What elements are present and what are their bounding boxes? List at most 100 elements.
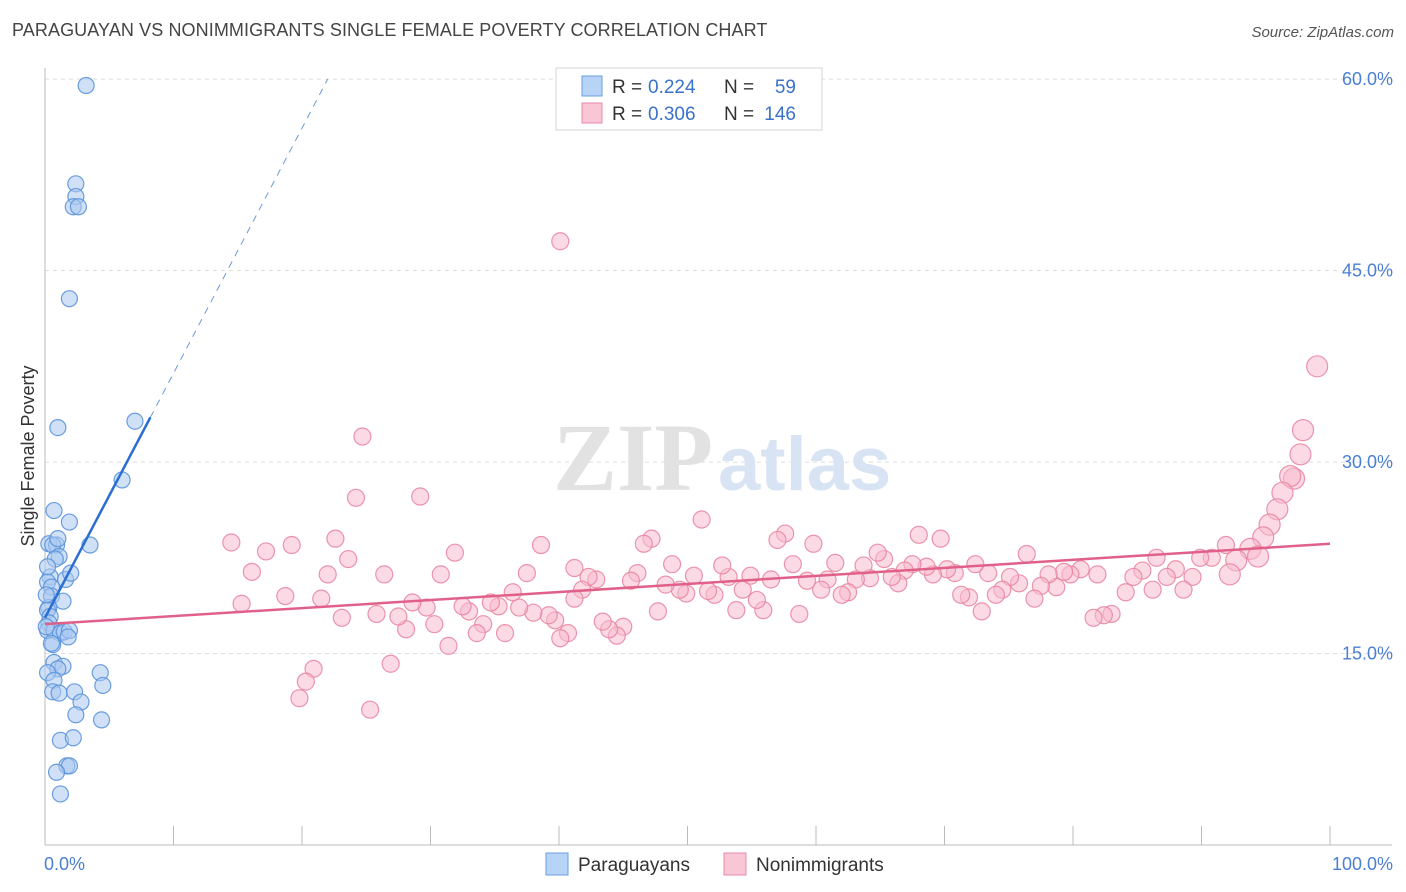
nonimmigrants-point [539, 606, 558, 625]
x-tick-labels: 0.0% 100.0% [44, 854, 1393, 874]
nonimmigrants-point [692, 510, 711, 529]
paraguayans-point [38, 558, 57, 576]
watermark-zip: ZIP [553, 404, 713, 511]
nonimmigrants-point [361, 700, 380, 719]
nonimmigrants-trend-line [44, 542, 1331, 626]
nonimmigrants-point [1291, 419, 1315, 442]
nonimmigrants-point [510, 598, 529, 617]
series-legend: Paraguayans Nonimmigrants [545, 852, 884, 876]
chart-title: PARAGUAYAN VS NONIMMIGRANTS SINGLE FEMAL… [12, 20, 768, 40]
nonimmigrants-point [1191, 548, 1210, 567]
paraguayans-point [47, 763, 66, 781]
nonimmigrants-point [367, 604, 386, 624]
paraguayans-point [64, 729, 82, 747]
nonimmigrants-point [733, 580, 752, 599]
nonimmigrants-point [972, 602, 991, 621]
nonimmigrants-point [1306, 355, 1329, 378]
watermark: ZIP atlas [553, 404, 891, 511]
nonimmigrants-point [256, 542, 276, 561]
nonimmigrants-point [1054, 562, 1074, 581]
paraguayans-point [67, 706, 85, 724]
nonimmigrants-point [381, 654, 400, 673]
nonimmigrants-point [389, 607, 408, 626]
watermark-atlas: atlas [718, 422, 891, 507]
nonimmigrants-point [425, 615, 444, 634]
paraguayans-point [51, 785, 70, 803]
nonimmigrants-point [727, 601, 746, 620]
nonimmigrants-point [318, 565, 337, 584]
nonimmigrants-point [339, 549, 358, 569]
legend-n-label-paraguayans: N = [724, 77, 754, 98]
nonimmigrants-point [986, 585, 1006, 604]
x-tick-label: 0.0% [44, 854, 85, 874]
nonimmigrants-point [1084, 608, 1103, 627]
nonimmigrants-point [326, 529, 345, 548]
nonimmigrants-point [312, 589, 331, 608]
nonimmigrants-point [698, 581, 718, 601]
nonimmigrants-point [551, 629, 570, 648]
nonimmigrants-point [1246, 545, 1270, 568]
nonimmigrants-point [1025, 589, 1044, 608]
paraguayans-point [126, 412, 144, 430]
source-label: Source: ZipAtlas.com [1251, 24, 1394, 41]
nonimmigrants-point [242, 562, 261, 581]
nonimmigrants-point [966, 555, 985, 574]
nonimmigrants-point [332, 608, 351, 627]
axes [44, 68, 1392, 846]
y-tick-label: 30.0% [1342, 452, 1393, 472]
nonimmigrants-point [1143, 580, 1162, 599]
nonimmigrants-point [222, 533, 241, 552]
legend-n-label-nonimmigrants: N = [724, 104, 754, 125]
paraguayans-point [45, 501, 63, 520]
nonimmigrants-point [747, 590, 766, 610]
nonimmigrants-point [353, 427, 372, 446]
nonimmigrants-point [684, 566, 704, 585]
legend-r-label-nonimmigrants: R = [612, 104, 642, 125]
nonimmigrants-point [439, 636, 458, 655]
paraguayans-point [37, 586, 55, 604]
trend-lines [43, 78, 1331, 626]
stats-legend: R = 0.224 N = 59 R = 0.306 N = 146 [555, 67, 823, 131]
nonimmigrants-point [868, 543, 887, 562]
nonimmigrants-point [952, 585, 971, 604]
gridlines [45, 78, 1392, 655]
paraguayans-point [60, 290, 79, 308]
paraguayans-point [37, 618, 55, 636]
nonimmigrants-point [1124, 567, 1143, 587]
nonimmigrants-point [296, 672, 315, 691]
legend-n-value-paraguayans: 59 [775, 77, 796, 98]
nonimmigrants-point [1088, 565, 1107, 584]
y-tick-labels: 15.0% 30.0% 45.0% 60.0% [1342, 69, 1393, 663]
paraguayans-point [60, 513, 79, 531]
paraguayans-point [42, 634, 61, 652]
nonimmigrants-point [804, 534, 823, 553]
x-tick-label: 100.0% [1332, 854, 1393, 874]
nonimmigrants-point [826, 553, 845, 573]
nonimmigrants-point [503, 583, 522, 602]
paraguayans-point [50, 684, 68, 702]
nonimmigrants-point [551, 232, 570, 251]
y-tick-label: 60.0% [1342, 69, 1393, 89]
nonimmigrants-point [648, 602, 668, 621]
nonimmigrants-point [346, 488, 366, 507]
nonimmigrants-point [812, 580, 831, 599]
nonimmigrants-point [931, 529, 950, 548]
paraguayans-point [49, 530, 67, 548]
bottom-label-paraguayans: Paraguayans [578, 855, 690, 876]
nonimmigrants-point [713, 556, 732, 575]
nonimmigrants-point [1017, 544, 1036, 564]
paraguayans-points [37, 76, 144, 803]
nonimmigrants-point [832, 585, 851, 604]
nonimmigrants-point [290, 689, 309, 708]
legend-r-value-nonimmigrants: 0.306 [648, 104, 696, 125]
nonimmigrants-point [593, 612, 612, 631]
y-tick-label: 45.0% [1342, 261, 1393, 281]
nonimmigrants-point [1218, 563, 1241, 586]
nonimmigrants-point [495, 624, 515, 643]
nonimmigrants-point [662, 555, 682, 574]
legend-swatch-nonimmigrants [581, 102, 603, 124]
nonimmigrants-point [790, 604, 809, 624]
nonimmigrants-point [431, 565, 450, 584]
nonimmigrants-point [1174, 580, 1193, 599]
